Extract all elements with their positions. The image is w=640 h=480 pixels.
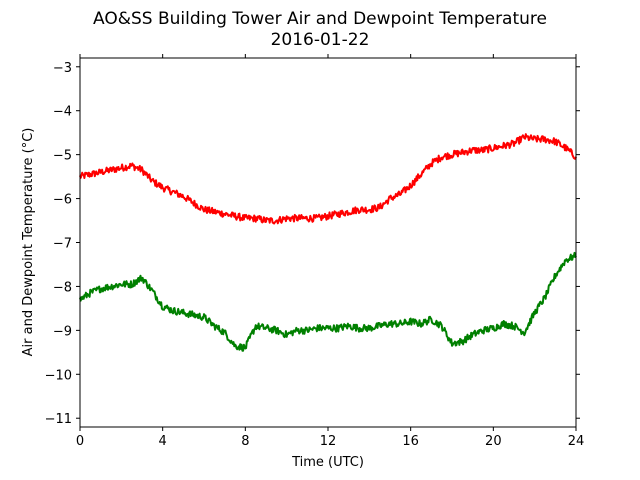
air-temperature-line	[79, 133, 577, 225]
x-tick-label: 20	[485, 434, 502, 449]
x-tick-label: 24	[568, 434, 585, 449]
x-tick-label: 16	[402, 434, 419, 449]
chart-title: AO&SS Building Tower Air and Dewpoint Te…	[93, 9, 547, 29]
y-tick-label: −10	[45, 368, 72, 383]
y-axis-ticks: −11 −10 −9 −8 −7 −6 −5 −4 −3	[45, 61, 580, 427]
y-tick-label: −11	[45, 412, 72, 427]
x-tick-label: 4	[159, 434, 167, 449]
y-tick-label: −3	[53, 61, 72, 76]
y-tick-label: −4	[53, 105, 72, 120]
y-tick-label: −7	[53, 237, 72, 252]
plot-lines	[79, 133, 577, 352]
plot-frame	[79, 57, 577, 428]
y-tick-label: −8	[53, 280, 72, 295]
x-axis-ticks: 0 4 8 12 16 20 24	[76, 54, 584, 449]
x-axis-label: Time (UTC)	[291, 455, 364, 470]
x-tick-label: 8	[241, 434, 249, 449]
y-tick-label: −6	[53, 193, 72, 208]
y-axis-label: Air and Dewpoint Temperature (°C)	[21, 128, 36, 357]
x-tick-label: 0	[76, 434, 84, 449]
x-tick-label: 12	[320, 434, 337, 449]
y-tick-label: −5	[53, 149, 72, 164]
chart-subtitle: 2016-01-22	[271, 30, 370, 50]
dewpoint-temperature-line	[79, 251, 577, 352]
y-tick-label: −9	[53, 324, 72, 339]
